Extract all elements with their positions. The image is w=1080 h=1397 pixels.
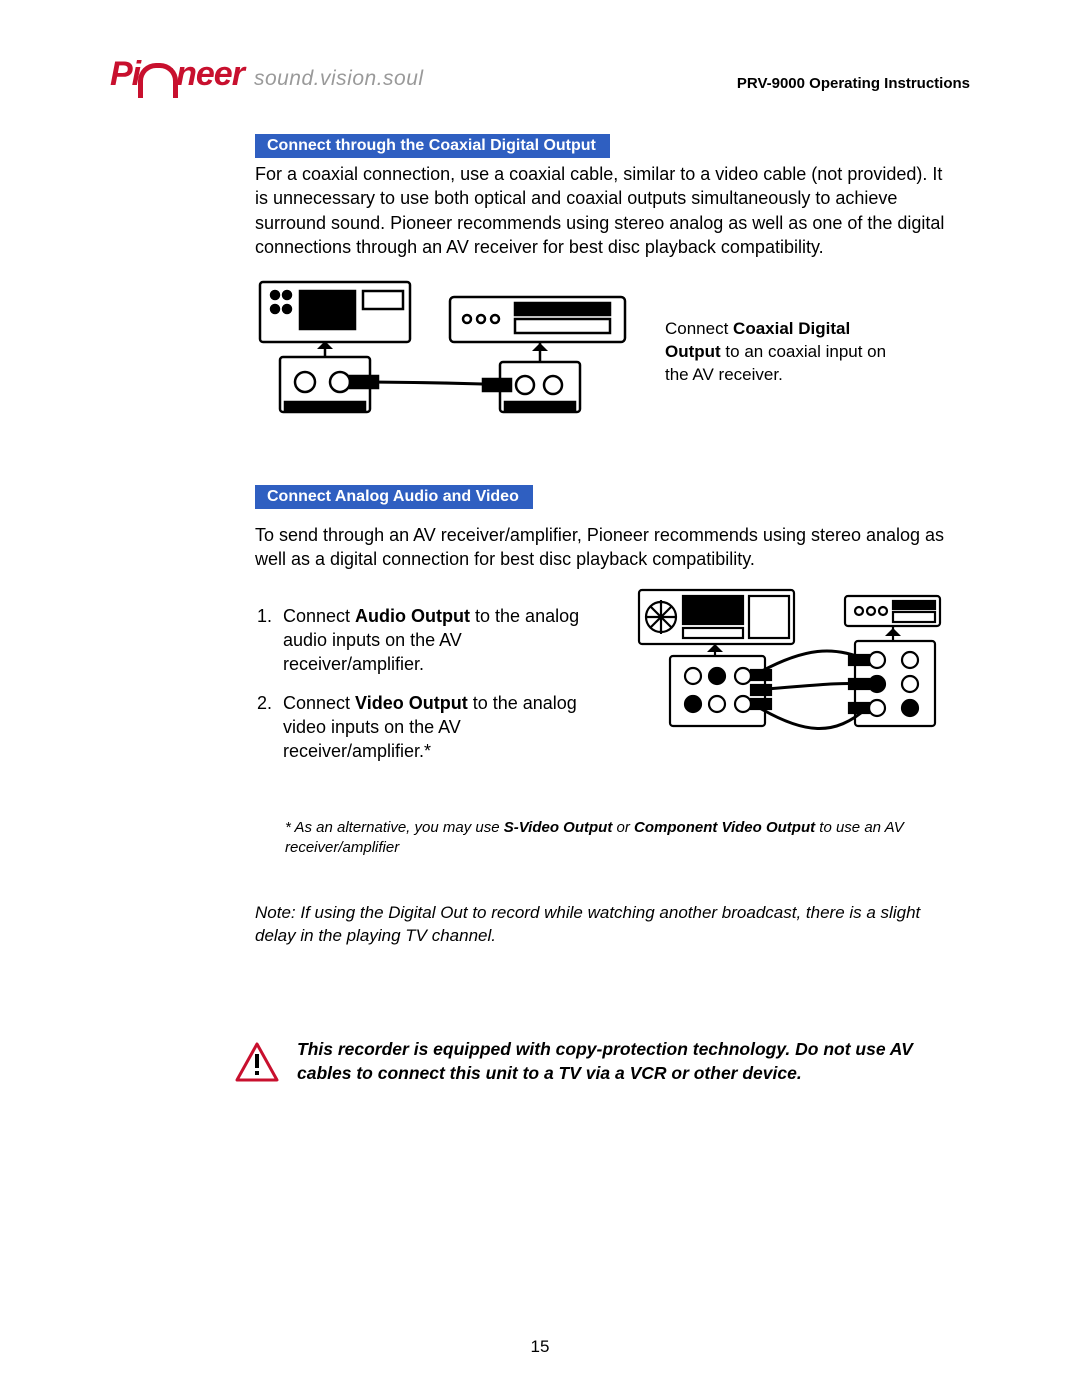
coaxial-caption: Connect Coaxial Digital Output to an coa… bbox=[665, 318, 895, 387]
footnote-bold: S-Video Output bbox=[504, 819, 613, 836]
page-content: Connect through the Coaxial Digital Outp… bbox=[255, 134, 945, 1085]
warning-triangle-icon bbox=[235, 1042, 279, 1082]
caption-text: Connect bbox=[665, 319, 733, 338]
analog-connection-diagram bbox=[635, 586, 945, 746]
analog-steps-row: Connect Audio Output to the analog audio… bbox=[255, 586, 945, 796]
step-bold: Audio Output bbox=[355, 606, 470, 626]
brand-tagline: sound.vision.soul bbox=[254, 67, 424, 91]
step-1: Connect Audio Output to the analog audio… bbox=[277, 604, 605, 677]
section2-body: To send through an AV receiver/amplifier… bbox=[255, 523, 945, 572]
section-heading-analog: Connect Analog Audio and Video bbox=[255, 485, 533, 509]
step-bold: Video Output bbox=[355, 693, 468, 713]
brand-logo-block: Pineer sound.vision.soul bbox=[110, 55, 424, 94]
footnote-bold: Component Video Output bbox=[634, 819, 815, 836]
step-2: Connect Video Output to the analog video… bbox=[277, 691, 605, 764]
section1-body: For a coaxial connection, use a coaxial … bbox=[255, 162, 945, 259]
page-header: Pineer sound.vision.soul PRV-9000 Operat… bbox=[110, 55, 970, 94]
document-title: PRV-9000 Operating Instructions bbox=[737, 75, 970, 92]
page-number: 15 bbox=[0, 1337, 1080, 1357]
step-text: Connect bbox=[283, 606, 355, 626]
coaxial-diagram-row: Connect Coaxial Digital Output to an coa… bbox=[255, 277, 945, 427]
step-text: Connect bbox=[283, 693, 355, 713]
section-heading-coaxial: Connect through the Coaxial Digital Outp… bbox=[255, 134, 610, 158]
footnote-text: or bbox=[612, 819, 634, 836]
footnote: * As an alternative, you may use S-Video… bbox=[285, 818, 945, 859]
warning-text: This recorder is equipped with copy-prot… bbox=[297, 1038, 945, 1085]
coaxial-connection-diagram bbox=[255, 277, 635, 427]
manual-page: Pineer sound.vision.soul PRV-9000 Operat… bbox=[0, 0, 1080, 1397]
connection-steps: Connect Audio Output to the analog audio… bbox=[255, 604, 605, 778]
warning-block: This recorder is equipped with copy-prot… bbox=[235, 1038, 945, 1085]
note-text: Note: If using the Digital Out to record… bbox=[255, 902, 945, 948]
pioneer-logo: Pineer bbox=[110, 55, 244, 94]
footnote-text: * As an alternative, you may use bbox=[285, 819, 504, 836]
